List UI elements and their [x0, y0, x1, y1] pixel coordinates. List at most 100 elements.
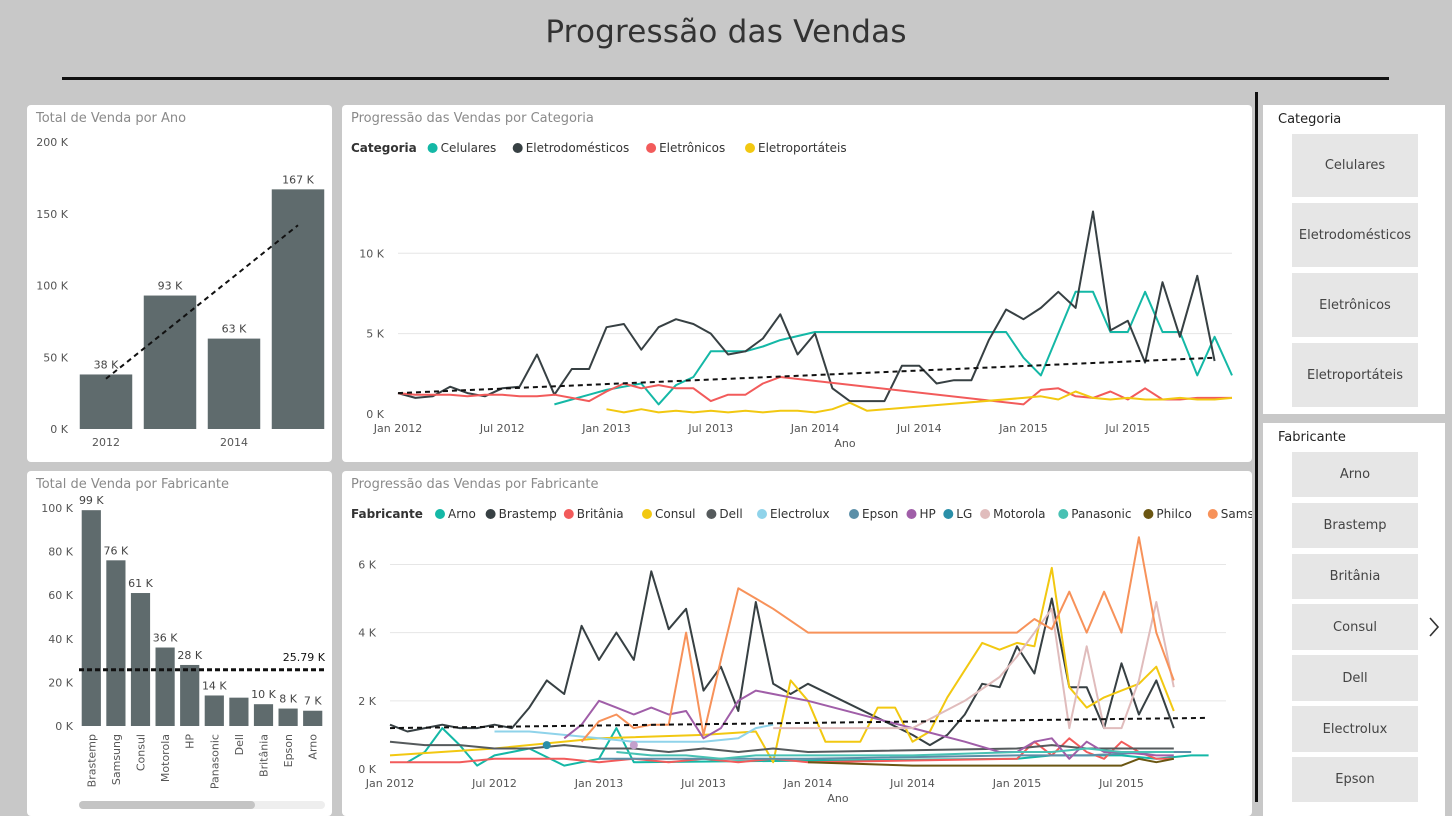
legend-marker — [435, 509, 445, 519]
x-tick-label: Jul 2015 — [1104, 422, 1150, 435]
horizontal-scrollbar-thumb[interactable] — [79, 801, 255, 809]
y-tick-label: 0 K — [50, 423, 68, 436]
x-tick-label: Dell — [233, 734, 246, 755]
x-tick-label: Jan 2015 — [992, 777, 1041, 790]
bar — [180, 664, 200, 726]
x-tick-label: Jul 2013 — [680, 777, 726, 790]
data-label: 63 K — [222, 323, 247, 336]
y-tick-label: 50 K — [43, 351, 68, 364]
card-title: Total de Venda por Ano — [36, 111, 187, 126]
bar — [207, 338, 261, 429]
card-venda-por-ano[interactable]: Total de Venda por Ano 0 K 50 K 100 K 150 K… — [27, 105, 332, 462]
title-divider — [62, 77, 1389, 80]
data-label: 10 K — [251, 688, 276, 701]
trend-line — [389, 716, 1209, 730]
series-line — [554, 290, 1233, 406]
y-tick-label: 200 K — [36, 136, 68, 149]
bar — [204, 695, 224, 726]
x-tick-label: Jul 2012 — [479, 422, 525, 435]
legend-marker — [563, 509, 574, 519]
line-chart-fabricante[interactable]: Fabricante Arno Brastemp Britânia Consul Dell… — [342, 471, 1252, 816]
legend-entry: Eletrodomésticos — [526, 141, 630, 155]
legend-entry: Philco — [1156, 507, 1191, 521]
legend-title: Categoria — [351, 141, 417, 155]
x-tick-label: Consul — [135, 734, 148, 771]
slicer-categoria: Categoria Celulares Eletrodomésticos Ele… — [1263, 105, 1445, 414]
x-axis-label: Ano — [827, 792, 848, 805]
trend-line — [397, 356, 1215, 395]
slicer-item-eletrodomesticos[interactable]: Eletrodomésticos — [1292, 203, 1418, 267]
slicer-item-arno[interactable]: Arno — [1292, 452, 1418, 497]
legend-marker — [1143, 509, 1154, 519]
slicer-title: Fabricante — [1278, 430, 1346, 445]
x-tick-label: Jul 2015 — [1098, 777, 1144, 790]
slicer-item-consul[interactable]: Consul — [1292, 604, 1418, 650]
slicer-item-dell[interactable]: Dell — [1292, 655, 1418, 701]
bar — [229, 697, 249, 726]
card-venda-por-fabricante[interactable]: Total de Venda por Fabricante 0 K 20 K 40 … — [27, 471, 332, 816]
y-tick-label: 0 K — [358, 763, 376, 776]
x-tick-label: Jul 2012 — [471, 777, 517, 790]
y-tick-label: 0 K — [366, 408, 384, 421]
chevron-right-icon[interactable] — [1425, 614, 1443, 640]
horizontal-scrollbar-track[interactable] — [79, 801, 325, 809]
x-tick-label: Jan 2014 — [790, 422, 839, 435]
legend-entry: Consul — [655, 507, 696, 521]
x-tick-label: Panasonic — [208, 734, 221, 789]
x-tick-label: Jan 2014 — [783, 777, 832, 790]
legend-entry: Motorola — [993, 507, 1045, 521]
data-label: 93 K — [158, 280, 183, 293]
bar-chart-fabricante[interactable]: 0 K 20 K 40 K 60 K 80 K 100 K 99 K Brastemp 76 K… — [27, 471, 332, 816]
series-line — [397, 210, 1216, 403]
legend-marker — [512, 143, 523, 153]
x-tick-label: Britânia — [258, 734, 271, 777]
series-line — [389, 570, 1175, 747]
y-tick-label: 100 K — [36, 280, 68, 293]
bar — [143, 295, 197, 429]
y-tick-label: 100 K — [41, 502, 73, 515]
data-label: 7 K — [304, 695, 322, 708]
bar — [130, 593, 151, 726]
card-progressao-categoria[interactable]: Progressão das Vendas por Categoria Cate… — [342, 105, 1252, 462]
slicer-item-brastemp[interactable]: Brastemp — [1292, 503, 1418, 548]
slicer-item-celulares[interactable]: Celulares — [1292, 134, 1418, 197]
slicer-item-eletroportateis[interactable]: Eletroportáteis — [1292, 343, 1418, 407]
x-tick-label: Jul 2014 — [889, 777, 935, 790]
y-tick-label: 0 K — [55, 720, 73, 733]
bar — [303, 710, 323, 726]
x-tick-label: Motorola — [159, 734, 172, 782]
slicer-item-britania[interactable]: Britânia — [1292, 554, 1418, 599]
legend-marker — [1058, 509, 1069, 519]
legend-marker — [642, 509, 652, 519]
bar-chart-ano[interactable]: 0 K 50 K 100 K 150 K 200 K 38 K 2012 93 K 63 K 20… — [27, 105, 332, 462]
series-line — [580, 536, 1175, 743]
card-progressao-fabricante[interactable]: Progressão das Vendas por Fabricante Fab… — [342, 471, 1252, 816]
line-chart-categoria[interactable]: Categoria Celulares Eletrodomésticos Eletrô… — [342, 105, 1252, 462]
x-tick-label: Jul 2013 — [687, 422, 733, 435]
legend-entry: LG — [956, 507, 972, 521]
bar — [253, 704, 274, 726]
x-tick-label: Jan 2013 — [574, 777, 623, 790]
legend-marker — [706, 509, 717, 519]
legend-marker — [646, 143, 657, 153]
y-tick-label: 6 K — [358, 558, 376, 571]
slicer-item-eletronicos[interactable]: Eletrônicos — [1292, 273, 1418, 337]
x-tick-label: Arno — [307, 734, 320, 760]
slicer-item-epson[interactable]: Epson — [1292, 757, 1418, 802]
legend-marker — [906, 509, 917, 519]
data-label: 28 K — [177, 649, 202, 662]
x-tick-label: Jan 2012 — [373, 422, 422, 435]
slicer-item-electrolux[interactable]: Electrolux — [1292, 706, 1418, 752]
y-tick-label: 150 K — [36, 208, 68, 221]
series-line — [494, 723, 774, 743]
legend-entry: Eletrônicos — [659, 141, 725, 155]
x-tick-label: Jul 2014 — [896, 422, 942, 435]
y-tick-label: 80 K — [48, 546, 73, 559]
series-line — [563, 689, 1174, 760]
average-label: 25.79 K — [283, 651, 326, 664]
series-line — [616, 747, 1174, 760]
y-tick-label: 5 K — [366, 328, 384, 341]
bar — [79, 374, 133, 429]
y-tick-label: 2 K — [358, 695, 376, 708]
data-label: 76 K — [104, 544, 129, 557]
